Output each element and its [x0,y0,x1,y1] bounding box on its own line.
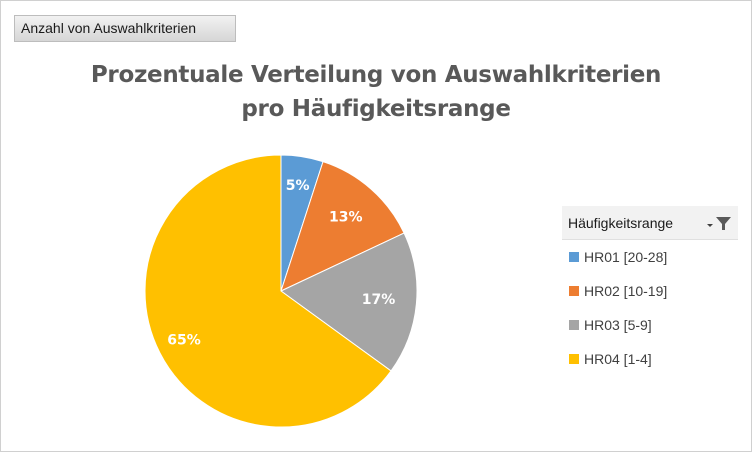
legend-swatch [569,354,579,364]
legend-item-1[interactable]: HR01 [20-28] [562,240,738,274]
legend-label: HR02 [10-19] [584,283,668,299]
legend-swatch [569,286,579,296]
legend-item-4[interactable]: HR04 [1-4] [562,342,738,376]
data-label-2: 13% [329,210,363,226]
legend-label: HR04 [1-4] [584,351,652,367]
pie-slice-3[interactable] [280,232,418,372]
legend-item-3[interactable]: HR03 [5-9] [562,308,738,342]
legend-label: HR01 [20-28] [584,249,668,265]
data-label-4: 65% [167,332,201,348]
legend-label: HR03 [5-9] [584,317,652,333]
pie-slice-2[interactable] [280,161,405,292]
data-label-1: 5% [286,178,310,194]
legend-swatch [569,320,579,330]
value-field-button[interactable]: Anzahl von Auswahlkriterien [14,15,236,42]
filter-dropdown-icon[interactable] [706,214,732,232]
data-label-3: 17% [362,292,396,308]
legend-swatch [569,252,579,262]
chart-title-line-1: Prozentuale Verteilung von Auswahlkriter… [90,62,662,88]
pie-slice-4[interactable] [144,154,392,428]
chart-title-line-2: pro Häufigkeitsrange [241,96,511,122]
legend-header[interactable]: Häufigkeitsrange [562,206,738,240]
legend-title: Häufigkeitsrange [568,215,674,231]
legend: Häufigkeitsrange HR01 [20-28] HR02 [10-19… [562,206,738,376]
legend-item-2[interactable]: HR02 [10-19] [562,274,738,308]
chart-title: Prozentuale Verteilung von Auswahlkriter… [0,58,752,126]
